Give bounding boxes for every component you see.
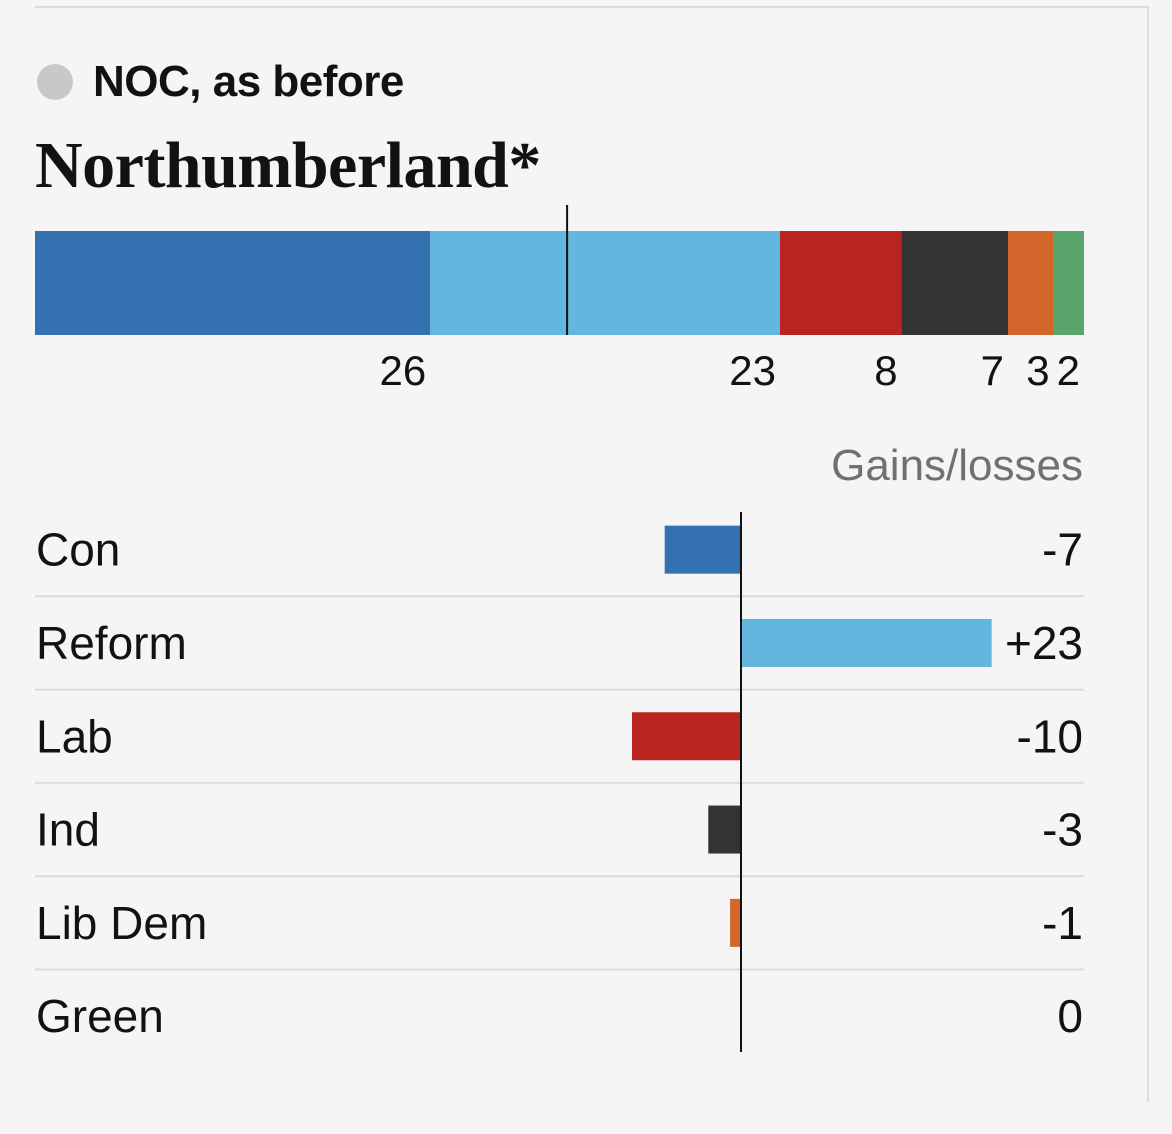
top-rule [35, 6, 1147, 8]
seat-label-ind: 7 [981, 347, 1004, 394]
seat-bar-con [35, 231, 431, 335]
change-bar-con [664, 525, 741, 574]
row-label-lib-dem: Lib Dem [36, 897, 207, 949]
seat-label-reform: 23 [729, 347, 776, 394]
status-label: NOC, as before [93, 57, 404, 106]
row-label-green: Green [36, 990, 164, 1042]
seat-label-lib-dem: 3 [1026, 347, 1049, 394]
change-bar-ind [708, 805, 741, 854]
row-value-green: 0 [1057, 990, 1083, 1042]
seat-bar-reform [430, 231, 780, 335]
seat-bar-lib-dem [1007, 231, 1054, 335]
status-dot [37, 64, 73, 100]
row-value-ind: -3 [1042, 804, 1083, 856]
control-status: NOC, as before [37, 56, 404, 108]
row-label-reform: Reform [36, 617, 187, 669]
change-bar-lab [632, 712, 741, 761]
seat-bar-lab [779, 231, 902, 335]
row-value-lab: -10 [1017, 710, 1083, 762]
row-label-lab: Lab [36, 710, 113, 762]
seat-bar-ind [901, 231, 1008, 335]
row-value-reform: +23 [1005, 617, 1083, 669]
change-bar-lib-dem [730, 898, 741, 947]
right-rule [1147, 6, 1149, 1102]
seat-label-lab: 8 [874, 347, 897, 394]
row-label-con: Con [36, 524, 120, 576]
council-title: Northumberland* [35, 129, 541, 202]
seat-label-con: 26 [380, 347, 427, 394]
change-bar-reform [741, 618, 992, 667]
seat-bar-green [1053, 231, 1084, 335]
gains-losses-header: Gains/losses [831, 441, 1083, 490]
row-value-lib-dem: -1 [1042, 897, 1083, 949]
row-value-con: -7 [1042, 524, 1083, 576]
row-label-ind: Ind [36, 804, 100, 856]
seat-label-green: 2 [1057, 347, 1080, 394]
